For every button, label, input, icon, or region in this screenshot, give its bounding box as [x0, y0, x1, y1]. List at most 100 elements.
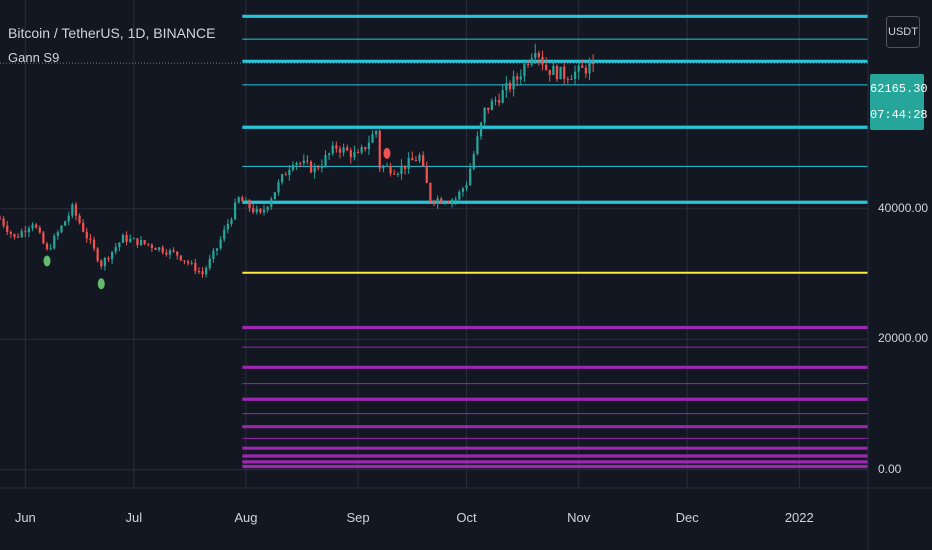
candle-body	[436, 198, 439, 204]
candle-body	[219, 239, 222, 249]
candle-body	[194, 262, 197, 272]
candle-body	[158, 247, 161, 250]
candle-body	[63, 221, 67, 226]
candle-body	[472, 154, 475, 169]
candle-body	[400, 165, 403, 174]
candle-body	[382, 166, 385, 169]
candle-body	[270, 199, 273, 207]
candle-body	[96, 248, 99, 261]
indicator-label[interactable]: Gann S9	[8, 50, 60, 65]
candle-body	[27, 228, 31, 233]
candle-body	[483, 107, 486, 123]
candle-body	[53, 235, 56, 249]
candle-body	[349, 150, 352, 158]
candle-body	[317, 167, 320, 169]
candle-body	[45, 243, 49, 250]
candle-body	[259, 208, 262, 213]
candle-body	[291, 164, 295, 170]
candle-body	[35, 224, 38, 228]
candle-body	[519, 76, 522, 80]
candle-body	[432, 201, 436, 204]
candle-body	[592, 62, 595, 65]
bar-countdown: 07:44:28	[870, 108, 928, 122]
candle-body	[526, 63, 530, 65]
candle-body	[523, 63, 526, 77]
candle-body	[331, 145, 334, 154]
candle-body	[143, 240, 146, 244]
candle-body	[530, 58, 533, 65]
candle-body	[176, 251, 179, 256]
x-tick-label: Nov	[567, 510, 591, 525]
chart-title: Bitcoin / TetherUS, 1D, BINANCE	[8, 25, 216, 41]
candle-body	[425, 166, 428, 184]
candle-body	[139, 240, 143, 246]
candle-body	[573, 71, 577, 80]
candle-body	[393, 173, 396, 175]
y-tick-label: 20000.00	[878, 331, 929, 346]
candle-body	[154, 247, 157, 250]
candle-body	[487, 107, 490, 111]
candle-body	[385, 165, 389, 167]
candle-body	[302, 160, 305, 164]
x-tick-label: 2022	[784, 510, 814, 525]
candle-body	[356, 152, 360, 154]
candle-body	[544, 64, 548, 70]
candle-body	[100, 260, 103, 267]
candle-body	[346, 147, 349, 151]
candle-body	[103, 258, 107, 267]
candle-body	[74, 204, 78, 216]
last-price-tag: 62165.30 07:44:28	[870, 74, 928, 130]
candle-body	[447, 202, 450, 204]
candle-body	[299, 163, 302, 165]
candle-body	[450, 199, 454, 203]
candle-body	[440, 198, 443, 203]
candle-body	[320, 165, 324, 169]
candle-body	[78, 215, 81, 224]
candle-body	[512, 76, 515, 90]
candle-body	[566, 78, 569, 80]
grid-lines	[0, 0, 868, 488]
gann-levels	[242, 14, 868, 469]
candle-body	[255, 208, 258, 213]
candle-body	[230, 219, 233, 224]
candle-body	[277, 182, 280, 193]
candle-body	[9, 231, 12, 234]
candle-body	[168, 250, 172, 255]
candle-body	[150, 244, 154, 248]
candle-body	[367, 142, 371, 150]
candle-body	[537, 53, 541, 57]
candle-body	[403, 165, 407, 169]
candle-body	[541, 56, 544, 65]
candle-body	[414, 160, 418, 162]
x-tick-label: Jun	[14, 510, 36, 525]
candle-body	[273, 192, 276, 200]
candle-body	[205, 268, 208, 275]
candle-body	[13, 233, 16, 237]
candle-body	[252, 208, 255, 213]
candle-body	[67, 215, 70, 222]
candle-body	[24, 231, 27, 233]
candle-body	[132, 238, 135, 240]
candle-body	[179, 255, 182, 261]
candles	[0, 43, 595, 279]
candle-body	[31, 224, 34, 229]
candle-body	[338, 148, 342, 153]
candle-body	[6, 225, 9, 232]
candle-body	[241, 197, 244, 202]
candle-body	[56, 232, 59, 236]
candle-body	[118, 242, 121, 248]
candle-body	[201, 271, 204, 275]
currency-button[interactable]: USDT	[886, 16, 920, 48]
candle-body	[422, 155, 425, 167]
candle-body	[306, 160, 309, 162]
candle-body	[85, 231, 88, 239]
candle-body	[266, 206, 269, 210]
x-tick-label: Jul	[125, 510, 143, 525]
candle-body	[208, 258, 211, 269]
candle-body	[71, 204, 74, 216]
signal-marker	[97, 278, 105, 290]
candle-body	[223, 229, 226, 240]
candle-body	[364, 147, 367, 150]
